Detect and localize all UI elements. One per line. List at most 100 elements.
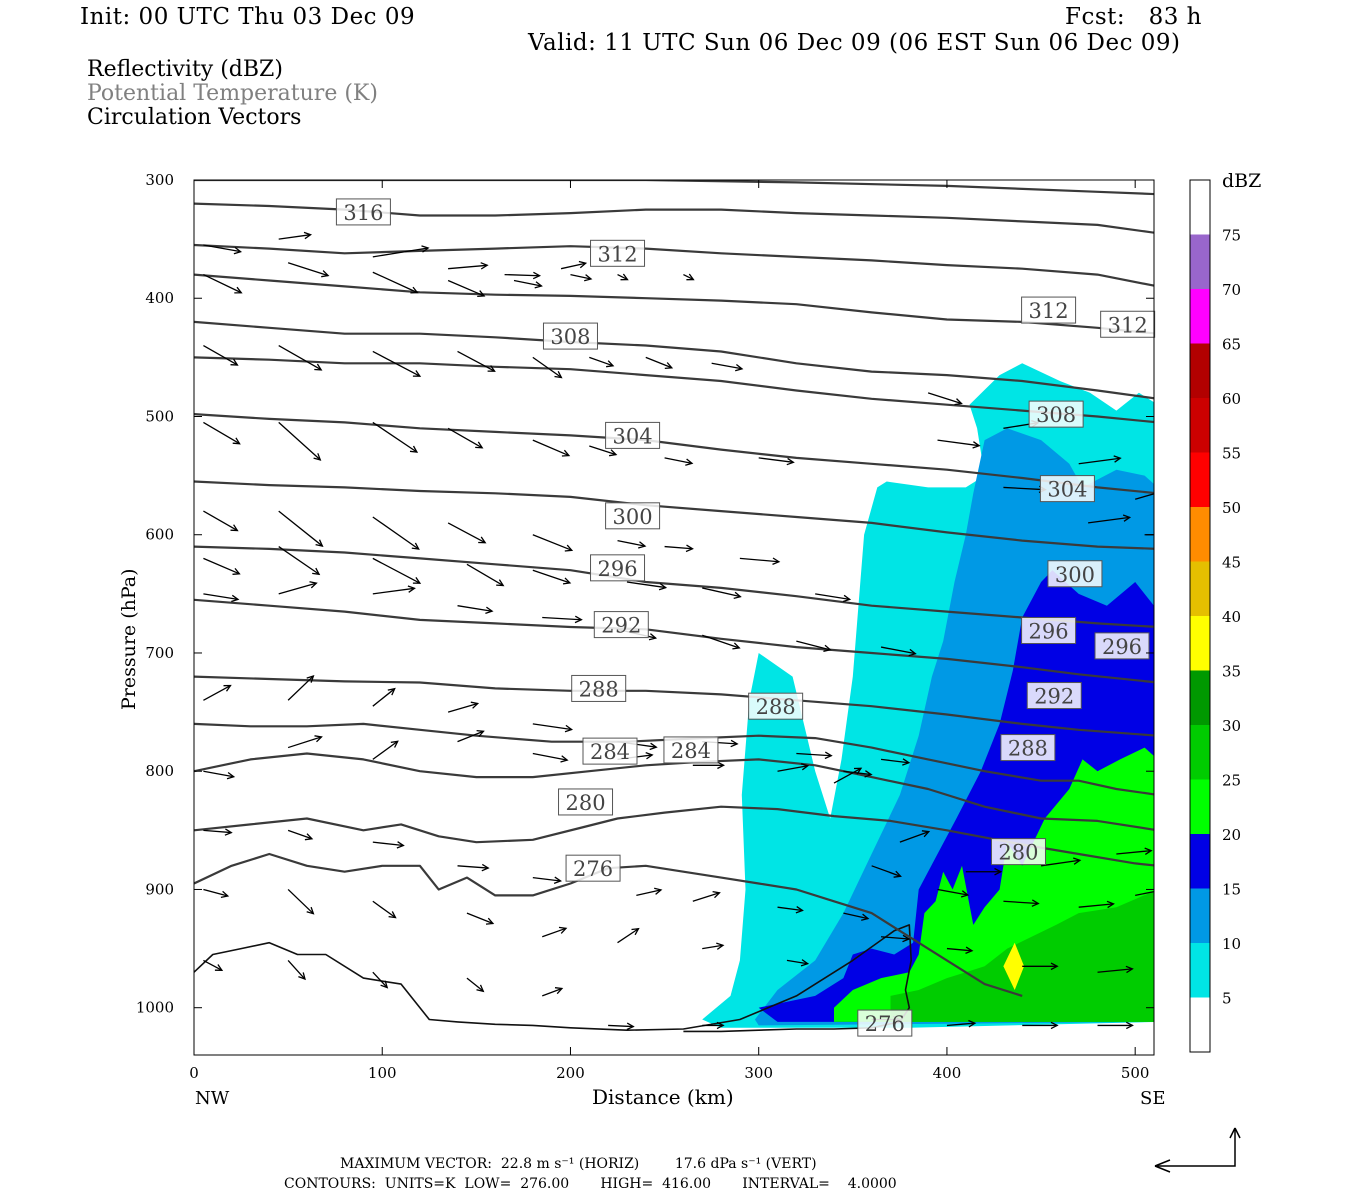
- theta-label-text: 276: [865, 1012, 905, 1036]
- vector-head: [476, 984, 485, 993]
- circulation-vector: [617, 540, 647, 549]
- colorbar-swatch: [1190, 343, 1210, 398]
- theta-label-box: [335, 198, 391, 226]
- circulation-vector: [937, 439, 981, 449]
- vector-shaft: [372, 557, 421, 584]
- vector-shaft: [457, 730, 484, 743]
- theta-label-text: 312: [1029, 299, 1069, 323]
- circulation-vector: [203, 510, 239, 532]
- vector-shaft: [617, 274, 628, 281]
- theta-label-box: [1094, 632, 1150, 660]
- vector-head: [470, 701, 480, 709]
- circulation-vector: [570, 273, 593, 282]
- vector-shaft: [1003, 486, 1046, 491]
- vector-head: [648, 633, 658, 641]
- circulation-vector: [1040, 857, 1082, 867]
- circulation-vector: [532, 439, 571, 457]
- circulation-vector: [278, 344, 323, 371]
- circulation-vector: [589, 445, 618, 457]
- circulation-vector: [683, 273, 695, 281]
- contour-info-note: CONTOURS: UNITS=K LOW= 276.00 HIGH= 416.…: [284, 1176, 897, 1192]
- circulation-vector: [880, 758, 911, 766]
- vector-head: [960, 890, 970, 898]
- vector-shaft: [570, 273, 592, 280]
- theta-label-box: [1028, 400, 1084, 428]
- circulation-vectors: [203, 231, 1163, 1031]
- vector-shaft: [617, 540, 646, 547]
- theta-label-box: [1021, 617, 1077, 645]
- legend-circulation-vectors: Circulation Vectors: [87, 105, 302, 130]
- vector-shaft: [466, 977, 484, 992]
- vector-head: [1156, 888, 1163, 894]
- theta-label-box: [1021, 296, 1077, 324]
- y-tick-label: 300: [145, 171, 174, 189]
- colorbar-tick-label: 40: [1222, 608, 1241, 626]
- vector-shaft: [1003, 900, 1039, 905]
- maximum-vector-note: MAXIMUM VECTOR: 22.8 m s⁻¹ (HORIZ) 17.6 …: [340, 1156, 817, 1172]
- theta-label-box: [663, 736, 719, 764]
- circulation-vector: [777, 763, 810, 772]
- circulation-vector: [927, 392, 963, 406]
- vector-shaft: [796, 752, 832, 757]
- vector-head: [853, 767, 863, 775]
- vector-head: [230, 358, 239, 366]
- vector-shaft: [786, 959, 808, 965]
- theta-label-text: 288: [756, 695, 796, 719]
- colorbar-tick-label: 15: [1222, 881, 1241, 899]
- theta-label: 284: [582, 737, 638, 765]
- circulation-vector: [203, 959, 224, 971]
- vector-head: [564, 544, 574, 552]
- circulation-vector: [1097, 1021, 1134, 1030]
- theta-contour-line: [194, 273, 1154, 335]
- vector-shaft: [203, 274, 242, 294]
- circulation-vector: [513, 279, 543, 289]
- vector-head: [407, 585, 416, 593]
- vector-shaft: [372, 516, 420, 550]
- colorbar-units: dBZ: [1222, 170, 1262, 192]
- vector-shaft: [532, 439, 570, 457]
- circulation-vector: [457, 350, 496, 372]
- vector-shaft: [513, 279, 542, 287]
- circulation-vector: [946, 1019, 977, 1028]
- vector-head: [902, 934, 911, 943]
- circulation-vector: [457, 605, 494, 615]
- theta-label-text: 304: [613, 424, 653, 448]
- vector-head: [1050, 962, 1059, 971]
- x-axis-start-label: NW: [195, 1088, 230, 1109]
- x-tick-label: 200: [556, 1064, 585, 1082]
- vector-head: [412, 577, 422, 584]
- theta-label: 304: [1039, 475, 1095, 503]
- colorbar-tick-label: 35: [1222, 663, 1241, 681]
- theta-label-text: 292: [601, 614, 641, 638]
- vector-shaft: [457, 350, 495, 372]
- vector-head: [223, 684, 232, 692]
- circulation-vector: [1078, 455, 1122, 465]
- vector-shaft: [626, 581, 666, 589]
- forecast-hour-label: Fcst: 83 h: [1065, 4, 1202, 30]
- vector-shaft: [448, 264, 488, 270]
- vector-shaft: [287, 888, 314, 915]
- vector-shaft: [589, 356, 614, 367]
- circulation-vector: [1003, 899, 1040, 907]
- circulation-vector: [203, 274, 243, 294]
- vector-shaft: [946, 947, 973, 952]
- vector-head: [994, 867, 1003, 876]
- vector-head: [478, 536, 487, 544]
- vector-shaft: [777, 765, 808, 772]
- vector-head: [477, 290, 486, 298]
- theta-label-box: [1039, 475, 1095, 503]
- colorbar-swatch: [1190, 616, 1210, 671]
- init-time-label: Init: 00 UTC Thu 03 Dec 09: [80, 4, 416, 30]
- vector-head: [733, 591, 742, 600]
- circulation-vector: [758, 457, 795, 466]
- circulation-vector: [504, 271, 542, 280]
- circulation-vector: [739, 557, 781, 565]
- vector-head: [380, 980, 389, 989]
- circulation-vector: [372, 350, 422, 377]
- vector-head: [532, 271, 542, 280]
- vector-head: [485, 917, 495, 925]
- legend-potential-temperature: Potential Temperature (K): [87, 81, 378, 106]
- colorbar-swatch: [1190, 507, 1210, 562]
- circulation-vector: [203, 770, 236, 780]
- theta-label-box: [565, 854, 621, 882]
